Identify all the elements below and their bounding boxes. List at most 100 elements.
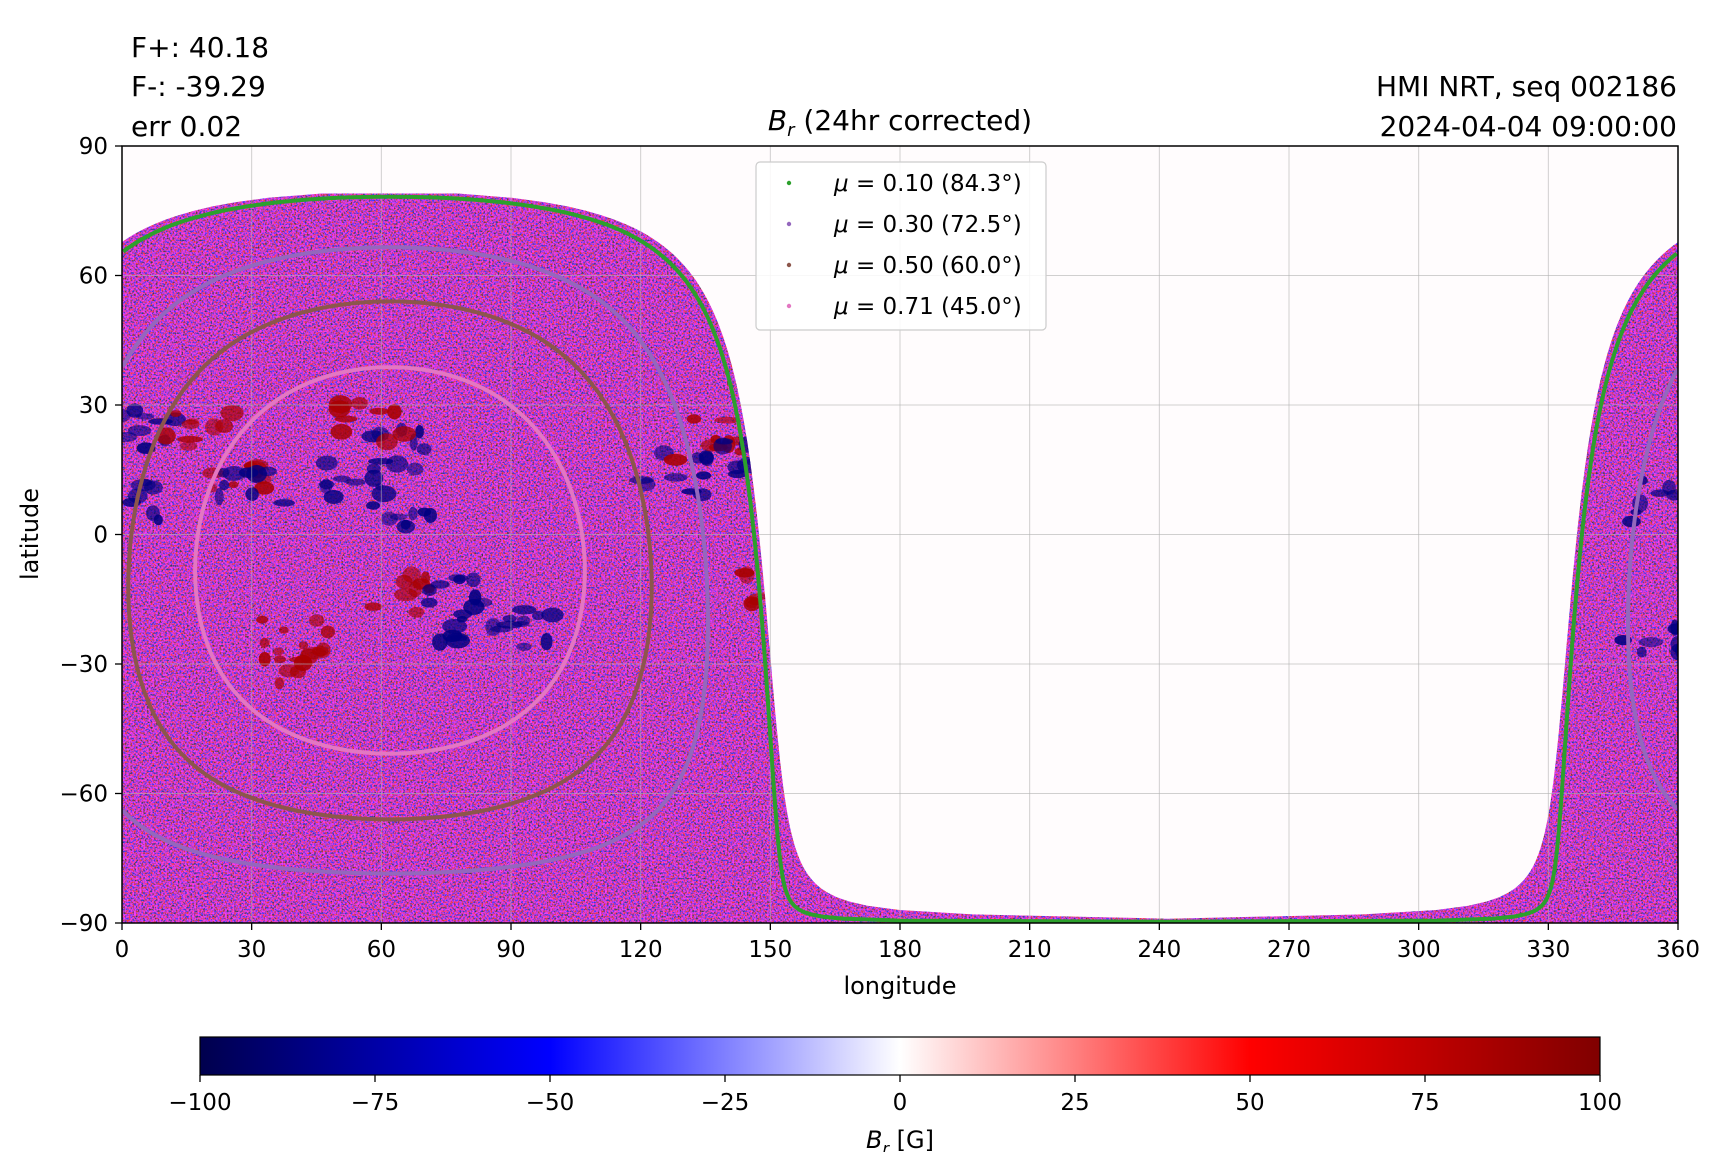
- legend: μ = 0.10 (84.3°) μ = 0.30 (72.5°) μ = 0.50…: [755, 161, 1047, 331]
- active-region-8-patch-1: [330, 423, 353, 440]
- active-region-4-patch-8: [238, 467, 259, 478]
- active-region-16-patch-2: [686, 414, 702, 424]
- active-region-3-patch-7: [254, 481, 275, 495]
- active-region-20-patch-2: [1636, 646, 1647, 658]
- active-region-5-patch-7: [323, 489, 344, 504]
- active-region-2-patch-7: [179, 441, 198, 451]
- active-region-19-patch-3: [1684, 491, 1707, 503]
- active-region-20-patch-7: [1667, 623, 1678, 635]
- active-region-14-patch-1: [540, 632, 553, 651]
- mu-contour-1: [122, 245, 1678, 876]
- active-region-18-patch-7: [743, 596, 761, 612]
- legend-label-symbol-2: μ: [833, 253, 849, 279]
- active-region-6-patch-8: [415, 425, 424, 439]
- active-region-17-patch-5: [715, 438, 733, 445]
- chart-title: Br (24hr corrected): [768, 104, 1032, 141]
- colorbar-tick-label-3: −25: [701, 1090, 750, 1116]
- active-region-0: [96, 478, 163, 526]
- active-region-5: [315, 455, 394, 504]
- active-region-5-patch-8: [320, 478, 333, 494]
- active-region-7-patch-8: [366, 501, 381, 510]
- colorbar-label: Br [G]: [866, 1126, 934, 1152]
- active-region-15-patch-8: [629, 476, 654, 484]
- active-region-15-patch-0: [663, 473, 688, 482]
- colorbar-tick-label-8: 100: [1578, 1090, 1622, 1116]
- active-region-14-patch-5: [532, 610, 544, 621]
- colorbar-tick-label-6: 50: [1235, 1090, 1264, 1116]
- active-region-5-patch-5: [332, 475, 351, 482]
- colorbar-label-symbol: B: [866, 1126, 882, 1152]
- active-region-14: [496, 605, 564, 651]
- x-axis-label: longitude: [843, 972, 956, 1000]
- x-tick-label-10: 300: [1397, 937, 1441, 963]
- flux-error: err 0.02: [131, 110, 242, 143]
- active-region-10-patch-4: [273, 655, 286, 664]
- active-region-13-patch-1: [453, 609, 473, 619]
- active-region-8-patch-7: [369, 407, 389, 415]
- active-region-4-patch-5: [217, 467, 230, 478]
- active-region-6-patch-2: [406, 462, 424, 476]
- active-region-19-patch-8: [1686, 485, 1698, 492]
- active-region-0-patch-8: [143, 480, 163, 495]
- legend-items: μ = 0.10 (84.3°) μ = 0.30 (72.5°) μ = 0.50…: [786, 171, 1022, 320]
- active-region-13-patch-3: [442, 618, 468, 634]
- y-tick-label-1: 60: [79, 264, 108, 290]
- colorbar: [199, 1036, 1601, 1076]
- active-region-16-patch-5: [714, 416, 740, 424]
- active-region-9-patch-4: [315, 642, 331, 658]
- active-region-19-patch-7: [1662, 480, 1676, 495]
- active-region-11-patch-4: [364, 602, 383, 611]
- colorbar-label-subscript: r: [882, 1139, 890, 1152]
- active-region-18-patch-8: [734, 568, 755, 578]
- legend-label-1: μ = 0.30 (72.5°): [833, 212, 1022, 238]
- active-region-7-patch-6: [408, 506, 418, 521]
- active-region-2-patch-1: [205, 418, 224, 436]
- active-region-12-patch-7: [430, 580, 450, 589]
- active-region-8-patch-0: [392, 426, 417, 442]
- title-symbol: B: [768, 104, 787, 137]
- colorbar-tick-label-0: −100: [168, 1090, 231, 1116]
- active-region-5-patch-0: [345, 478, 366, 486]
- active-region-9-patch-5: [258, 651, 271, 667]
- mu-contour-3-segment-0: [193, 365, 587, 756]
- active-region-5-patch-4: [315, 455, 338, 471]
- active-region-6-patch-1: [385, 455, 408, 473]
- active-region-11-patch-6: [420, 571, 430, 584]
- active-region-1-patch-4: [122, 432, 138, 443]
- mu-contour-3: [193, 365, 587, 756]
- x-tick-label-0: 0: [115, 937, 130, 963]
- colorbar-label-rest: [G]: [889, 1126, 934, 1152]
- active-region-1-patch-2: [127, 425, 152, 437]
- active-region-8-patch-3: [375, 433, 398, 451]
- legend-item-2: μ = 0.50 (60.0°): [786, 253, 1022, 279]
- active-region-12-patch-1: [420, 597, 438, 608]
- instrument-label: HMI NRT, seq 002186: [1376, 70, 1677, 103]
- active-region-0-patch-7: [96, 480, 115, 496]
- active-region-12-patch-3: [466, 572, 481, 588]
- mu-contour-2: [126, 299, 654, 822]
- x-tick-label-3: 90: [496, 937, 525, 963]
- active-region-11-patch-3: [395, 574, 413, 589]
- legend-item-0: μ = 0.10 (84.3°): [786, 171, 1022, 197]
- mu-contour-1-segment-2: [122, 245, 390, 368]
- active-region-4-patch-0: [273, 499, 295, 507]
- active-region-20-patch-8: [1670, 643, 1678, 661]
- colorbar-tick-label-5: 25: [1060, 1090, 1089, 1116]
- legend-label-text-0: = 0.10 (84.3°): [849, 171, 1022, 197]
- colorbar-tick-label-1: −75: [351, 1090, 400, 1116]
- active-region-9-patch-7: [309, 614, 325, 627]
- active-region-10: [259, 637, 313, 690]
- y-tick-label-5: −60: [59, 782, 108, 808]
- active-region-8-patch-5: [351, 396, 368, 410]
- active-region-4-patch-6: [219, 479, 230, 491]
- active-region-13-patch-6: [445, 632, 470, 649]
- active-region-14-patch-0: [516, 642, 532, 651]
- active-region-6-patch-3: [366, 463, 381, 474]
- x-tick-label-4: 120: [619, 937, 663, 963]
- legend-label-symbol-1: μ: [833, 212, 849, 238]
- legend-box: [755, 161, 1047, 331]
- legend-marker-0: [786, 180, 792, 186]
- mu-contour-1-segment-0: [122, 245, 710, 876]
- x-tick-label-1: 30: [237, 937, 266, 963]
- y-ticks: 90 60 30 0 −30 −60 −90: [59, 134, 122, 937]
